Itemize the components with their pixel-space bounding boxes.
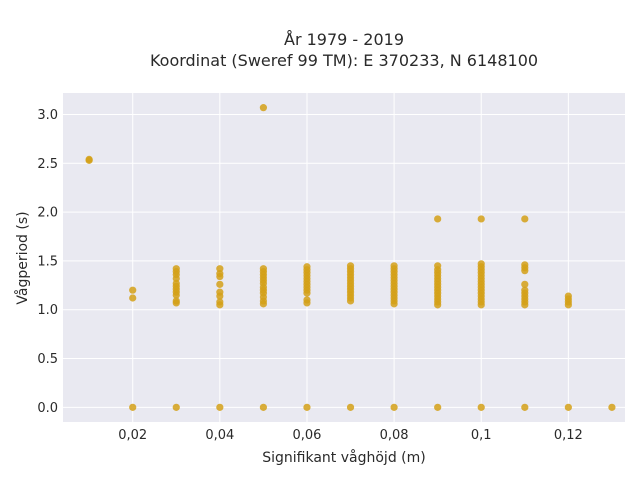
x-tick-label: 0,1: [471, 428, 492, 443]
data-point: [564, 403, 572, 411]
data-point: [521, 280, 529, 288]
y-tick-labels: 0.0 0.5 1.0 1.5 2.0 2.5 3.0: [37, 108, 58, 416]
data-points: [85, 104, 616, 411]
x-axis-label: Signifikant våghöjd (m): [262, 449, 425, 466]
plot-area: [63, 93, 625, 422]
data-point: [172, 265, 180, 273]
data-point: [216, 265, 224, 273]
y-tick-label: 1.5: [37, 254, 58, 269]
chart-title-line-1: År 1979 - 2019: [284, 30, 404, 49]
data-point: [303, 263, 311, 271]
y-axis-label: Vågperiod (s): [14, 211, 31, 304]
x-tick-label: 0,02: [118, 428, 147, 443]
x-tick-label: 0,06: [292, 428, 321, 443]
data-point: [172, 297, 180, 305]
x-tick-label: 0,08: [380, 428, 409, 443]
data-point: [390, 403, 398, 411]
data-point: [521, 286, 529, 294]
data-point: [129, 403, 137, 411]
data-point: [259, 104, 268, 112]
grid-lines: [63, 93, 625, 422]
x-tick-label: 0,04: [205, 428, 234, 443]
data-point: [564, 292, 572, 300]
data-point: [477, 403, 485, 411]
data-point: [259, 403, 268, 411]
data-point: [521, 261, 529, 269]
data-point: [216, 288, 224, 296]
data-point: [346, 403, 355, 411]
data-point: [129, 294, 137, 302]
y-tick-label: 1.0: [37, 303, 58, 318]
data-point: [259, 265, 268, 273]
data-point: [477, 215, 485, 223]
data-point: [216, 403, 224, 411]
data-point: [434, 403, 442, 411]
data-point: [390, 262, 398, 270]
data-point: [521, 403, 529, 411]
data-point: [346, 262, 355, 270]
data-point: [85, 156, 93, 164]
data-point: [608, 403, 616, 411]
y-tick-label: 0.5: [37, 352, 58, 367]
data-point: [521, 215, 529, 223]
data-point: [434, 262, 442, 270]
y-tick-label: 2.0: [37, 206, 58, 221]
data-point: [216, 280, 224, 288]
data-point: [216, 298, 224, 306]
data-point: [172, 403, 180, 411]
y-tick-label: 2.5: [37, 157, 58, 172]
data-point: [303, 403, 311, 411]
data-point: [129, 286, 137, 294]
y-tick-label: 3.0: [37, 108, 58, 123]
x-tick-labels: 0,02 0,04 0,06 0,08 0,1 0,12: [118, 428, 583, 443]
x-tick-label: 0,12: [554, 428, 583, 443]
y-tick-label: 0.0: [37, 401, 58, 416]
data-point: [477, 260, 485, 268]
data-point: [434, 215, 442, 223]
data-point: [303, 296, 311, 304]
chart-title-line-2: Koordinat (Sweref 99 TM): E 370233, N 61…: [150, 51, 538, 70]
